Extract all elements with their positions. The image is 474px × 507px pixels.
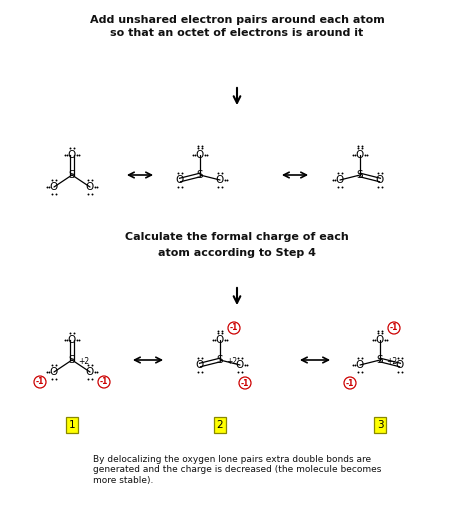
Text: S: S <box>377 355 383 365</box>
Text: +2: +2 <box>78 356 89 366</box>
Text: O: O <box>216 175 224 185</box>
Text: Calculate the formal charge of each: Calculate the formal charge of each <box>125 232 349 242</box>
Text: O: O <box>196 360 204 370</box>
Text: O: O <box>86 367 94 377</box>
Text: S: S <box>217 355 223 365</box>
Text: S: S <box>197 170 203 180</box>
Text: 2: 2 <box>217 420 223 430</box>
Text: O: O <box>396 360 404 370</box>
Text: -1: -1 <box>241 379 249 387</box>
Text: +2: +2 <box>386 356 397 366</box>
Text: -1: -1 <box>100 378 108 386</box>
Text: O: O <box>356 150 364 160</box>
Text: O: O <box>196 150 204 160</box>
Text: O: O <box>50 182 58 192</box>
Text: O: O <box>236 360 244 370</box>
Text: O: O <box>336 175 344 185</box>
Text: 3: 3 <box>377 420 383 430</box>
Text: O: O <box>216 335 224 345</box>
Text: -1: -1 <box>346 379 354 387</box>
Text: By delocalizing the oxygen lone pairs extra double bonds are
generated and the c: By delocalizing the oxygen lone pairs ex… <box>93 455 381 485</box>
Text: O: O <box>68 335 76 345</box>
Text: Add unshared electron pairs around each atom: Add unshared electron pairs around each … <box>90 15 384 25</box>
Text: +2: +2 <box>226 356 237 366</box>
Text: -1: -1 <box>36 378 44 386</box>
Text: O: O <box>176 175 184 185</box>
Text: O: O <box>376 175 384 185</box>
Text: -1: -1 <box>230 323 238 333</box>
Text: O: O <box>86 182 94 192</box>
Text: atom according to Step 4: atom according to Step 4 <box>158 248 316 258</box>
Text: so that an octet of electrons is around it: so that an octet of electrons is around … <box>110 28 364 38</box>
Text: O: O <box>50 367 58 377</box>
Text: O: O <box>356 360 364 370</box>
Text: S: S <box>357 170 363 180</box>
Text: -1: -1 <box>390 323 398 333</box>
Text: 1: 1 <box>69 420 75 430</box>
Text: O: O <box>376 335 384 345</box>
Text: S: S <box>69 170 75 180</box>
Text: S: S <box>69 355 75 365</box>
Text: O: O <box>68 150 76 160</box>
